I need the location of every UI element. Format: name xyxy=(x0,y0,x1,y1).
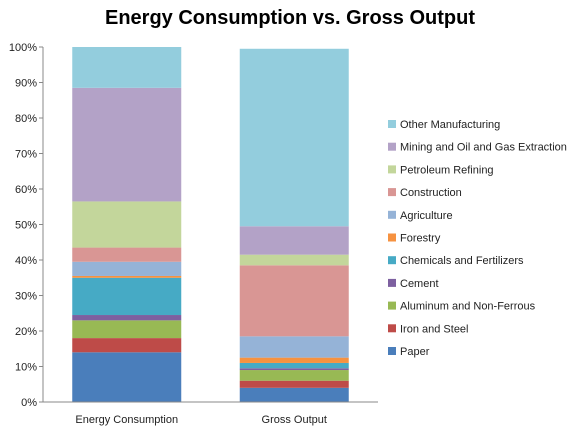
legend-label: Petroleum Refining xyxy=(400,164,494,176)
bar-segment xyxy=(72,352,182,402)
bar-segment xyxy=(239,380,349,388)
x-category-label: Gross Output xyxy=(262,414,327,426)
bar-segment xyxy=(72,338,182,353)
bar-segment xyxy=(239,362,349,369)
y-tick-label: 0% xyxy=(21,397,37,409)
bars xyxy=(72,47,349,402)
chart-title: Energy Consumption vs. Gross Output xyxy=(105,7,475,29)
legend: Other Manufacturing Mining and Oil and Ga… xyxy=(388,119,567,358)
legend-swatch xyxy=(388,188,396,197)
legend-swatch xyxy=(388,301,396,310)
legend-label: Iron and Steel xyxy=(400,323,469,335)
legend-label: Agriculture xyxy=(400,210,453,222)
y-tick-label: 20% xyxy=(15,326,37,338)
legend-label: Chemicals and Fertilizers xyxy=(400,255,524,267)
legend-swatch xyxy=(388,233,396,242)
legend-swatch xyxy=(388,256,396,265)
y-tick-label: 80% xyxy=(15,113,37,125)
x-category-label: Energy Consumption xyxy=(75,414,178,426)
legend-swatch xyxy=(388,142,396,151)
bar-segment xyxy=(239,336,349,358)
bar-segment xyxy=(72,201,182,248)
bar-segment xyxy=(72,315,182,321)
y-tick-label: 30% xyxy=(15,291,37,303)
bar-segment xyxy=(72,261,182,276)
bar-segment xyxy=(72,87,182,202)
bar-segment xyxy=(72,275,182,278)
y-tick-label: 100% xyxy=(9,42,37,54)
legend-label: Mining and Oil and Gas Extraction xyxy=(400,142,567,154)
bar-segment xyxy=(239,226,349,255)
bar-segment xyxy=(239,265,349,337)
bar-segment xyxy=(239,357,349,363)
legend-label: Aluminum and Non-Ferrous xyxy=(400,301,536,313)
y-tick-label: 60% xyxy=(15,184,37,196)
legend-swatch xyxy=(388,210,396,219)
bar-segment xyxy=(239,48,349,227)
legend-swatch xyxy=(388,165,396,174)
bar-segment xyxy=(72,47,182,88)
legend-swatch xyxy=(388,120,396,128)
bar-segment xyxy=(239,254,349,266)
bar-segment xyxy=(239,370,349,381)
y-tick-label: 10% xyxy=(15,362,37,374)
legend-label: Other Manufacturing xyxy=(400,119,500,131)
bar-segment xyxy=(72,247,182,262)
legend-label: Construction xyxy=(400,187,462,199)
bar-segment xyxy=(72,320,182,339)
y-tick-label: 40% xyxy=(15,255,37,267)
legend-swatch xyxy=(388,278,396,287)
legend-label: Cement xyxy=(400,278,439,290)
y-tick-label: 90% xyxy=(15,78,37,90)
bar-segment xyxy=(239,368,349,371)
x-axis-categories: Energy Consumption Gross Output xyxy=(75,414,327,426)
y-axis-ticks: 0% 10% 20% 30% 40% 50% 60% 70% 80% 90% 100% xyxy=(9,42,43,409)
legend-swatch xyxy=(388,347,396,355)
legend-label: Forestry xyxy=(400,233,441,245)
bar-segment xyxy=(239,387,349,402)
y-tick-label: 70% xyxy=(15,149,37,161)
bar-segment xyxy=(72,277,182,316)
legend-swatch xyxy=(388,324,396,333)
y-tick-label: 50% xyxy=(15,220,37,232)
legend-label: Paper xyxy=(400,346,430,358)
